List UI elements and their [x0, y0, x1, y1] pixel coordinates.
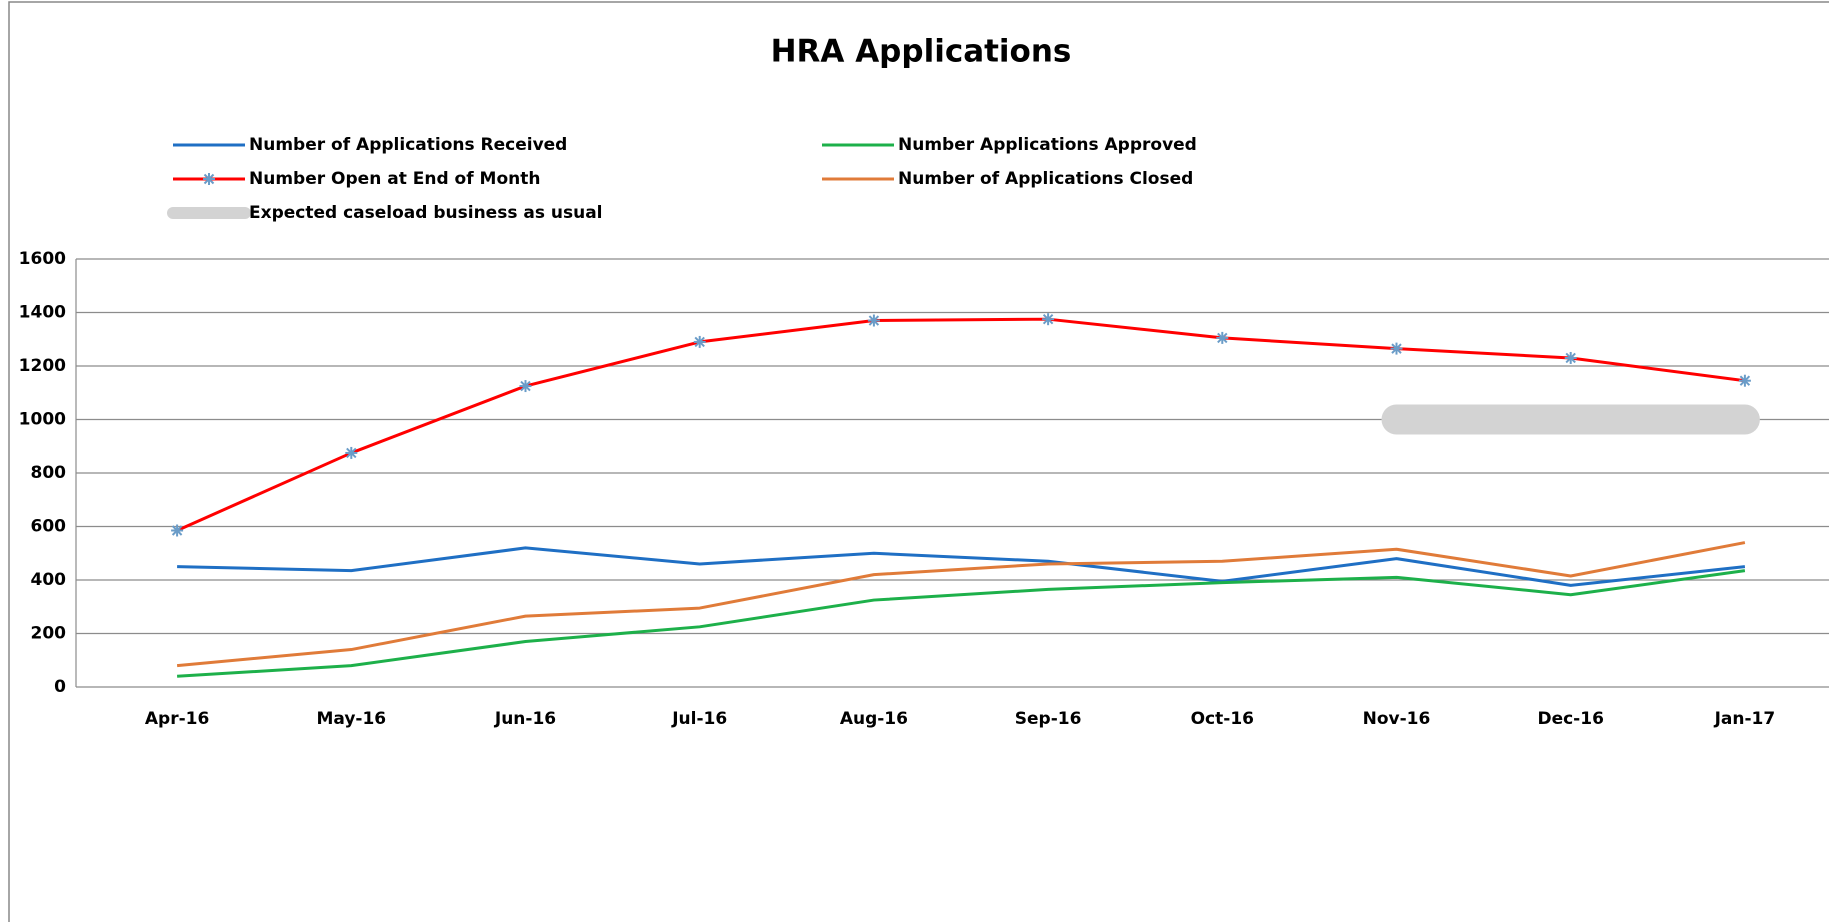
series-line — [176, 541, 1746, 668]
marker — [1738, 374, 1751, 387]
marker — [1216, 331, 1229, 344]
x-tick-label: Aug-16 — [840, 709, 908, 729]
marker — [1042, 313, 1055, 326]
x-tick-label: May-16 — [316, 709, 386, 729]
marker — [867, 314, 880, 327]
legend-label: Number of Applications Closed — [898, 169, 1193, 189]
x-tick-label: Jan-17 — [1714, 709, 1776, 729]
x-tick-label: Jul-16 — [671, 709, 727, 729]
y-tick-label: 1000 — [19, 410, 66, 430]
y-tick-label: 0 — [54, 677, 66, 697]
x-tick-label: Nov-16 — [1363, 709, 1431, 729]
marker-stroke — [1217, 332, 1228, 344]
marker — [1564, 351, 1577, 364]
marker — [171, 524, 184, 537]
y-tick-label: 600 — [31, 517, 67, 537]
marker — [345, 446, 358, 459]
x-tick-label: Apr-16 — [145, 709, 209, 729]
marker-stroke — [1391, 343, 1402, 354]
x-tick-label: Oct-16 — [1191, 709, 1254, 729]
marker-stroke — [520, 380, 531, 392]
y-tick-label: 1400 — [19, 303, 66, 323]
chart-frame — [8, 1, 1829, 922]
x-tick-label: Dec-16 — [1537, 709, 1603, 729]
y-tick-label: 1600 — [19, 249, 66, 269]
chart-title: HRA Applications — [771, 34, 1072, 70]
marker-stroke — [694, 336, 705, 348]
legend-label: Number Open at End of Month — [249, 169, 540, 189]
y-tick-label: 800 — [31, 463, 67, 483]
marker — [203, 173, 215, 185]
y-tick-label: 200 — [31, 624, 67, 644]
x-tick-label: Sep-16 — [1015, 709, 1082, 729]
series-line — [177, 569, 1746, 678]
y-tick-label: 400 — [31, 570, 67, 590]
marker-stroke — [346, 447, 357, 459]
marker-stroke — [1042, 313, 1054, 325]
series-line — [176, 317, 1746, 532]
y-tick-label: 1200 — [19, 356, 66, 376]
marker-stroke — [868, 315, 880, 326]
legend-label: Number Applications Approved — [898, 135, 1197, 155]
x-tick-label: Jun-16 — [494, 709, 556, 729]
series-line — [177, 546, 1746, 587]
legend-label: Number of Applications Received — [249, 135, 567, 155]
marker-stroke — [1739, 375, 1751, 386]
marker-stroke — [203, 173, 215, 185]
marker-stroke — [171, 525, 183, 536]
marker — [693, 335, 706, 348]
legend-label: Expected caseload business as usual — [249, 203, 603, 223]
marker — [1390, 342, 1403, 355]
marker-stroke — [1565, 352, 1576, 364]
marker — [519, 380, 532, 393]
